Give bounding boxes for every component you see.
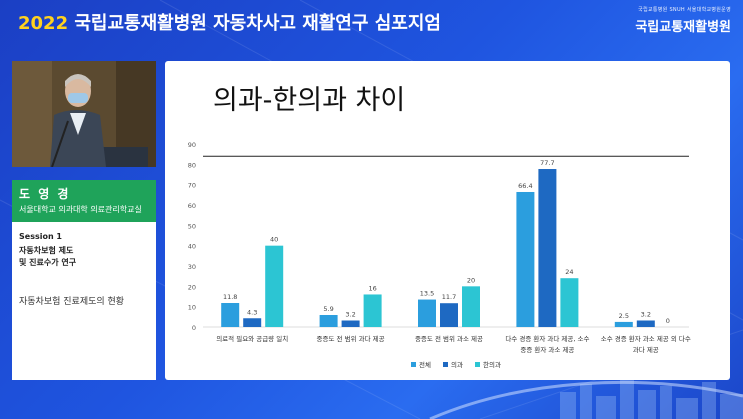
data-label: 66.4 bbox=[518, 182, 532, 190]
data-label: 2.5 bbox=[619, 312, 629, 320]
microphone-stand bbox=[51, 120, 69, 167]
speaker-silhouette bbox=[50, 74, 106, 167]
y-tick-label: 60 bbox=[188, 202, 196, 210]
data-label: 11.7 bbox=[442, 293, 456, 301]
legend-swatch-전체 bbox=[411, 362, 416, 367]
y-tick-label: 30 bbox=[188, 263, 196, 271]
y-tick-label: 50 bbox=[188, 222, 196, 230]
y-tick-label: 0 bbox=[192, 324, 196, 332]
legend-label: 한의과 bbox=[483, 360, 501, 369]
bar-전체 bbox=[319, 315, 338, 327]
legend-swatch-한의과 bbox=[475, 362, 480, 367]
data-label: 3.2 bbox=[345, 310, 355, 318]
bar-의과 bbox=[341, 320, 360, 327]
data-label: 40 bbox=[270, 236, 278, 244]
x-category-label: 과다 제공 bbox=[633, 345, 659, 354]
speaker-video bbox=[12, 61, 156, 167]
talk-topic: 자동차보험 진료제도의 현황 bbox=[19, 297, 125, 307]
bar-의과 bbox=[636, 320, 655, 327]
session-title-line2: 및 진료수가 연구 bbox=[19, 258, 77, 267]
logo-name: 국립교통재활병원 bbox=[635, 20, 731, 35]
session-title-line1: 자동차보험 제도 bbox=[19, 246, 74, 255]
y-tick-label: 20 bbox=[188, 283, 196, 291]
speaker-name: 도 영 경 bbox=[19, 187, 71, 201]
x-category-label: 다수 경증 환자 과다 제공, 소수 bbox=[505, 334, 589, 343]
bar-의과 bbox=[538, 169, 557, 327]
speaker-name-panel: 도 영 경 서울대학교 의과대학 의료관리학교실 bbox=[12, 180, 156, 222]
y-tick-label: 70 bbox=[188, 182, 196, 190]
symposium-title: 2022 국립교통재활병원 자동차사고 재활연구 심포지엄 bbox=[18, 9, 441, 35]
bar-한의과 bbox=[363, 294, 382, 327]
bar-전체 bbox=[614, 321, 633, 327]
y-tick-label: 10 bbox=[188, 304, 196, 312]
x-category-label: 중증 환자 과소 제공 bbox=[520, 345, 574, 354]
bar-chart: 0 10 20 30 40 50 60 70 80 90 11.8 4.3 40 의료적 필요와 공급량 … bbox=[188, 141, 691, 369]
x-category-label: 중증도 전 범위 과다 제공 bbox=[317, 334, 385, 343]
x-category-label: 중증도 전 범위 과소 제공 bbox=[415, 334, 483, 343]
bar-한의과 bbox=[560, 278, 579, 327]
session-panel: Session 1 자동차보험 제도 및 진료수가 연구 자동차보험 진료제도의… bbox=[12, 222, 156, 380]
bar-의과 bbox=[440, 303, 458, 327]
data-label: 4.3 bbox=[247, 308, 257, 316]
speaker-affiliation: 서울대학교 의과대학 의료관리학교실 bbox=[19, 205, 142, 214]
data-label: 77.7 bbox=[540, 159, 554, 167]
hospital-logo: 국립교통병원 SNUH 서울대학교병원운영 국립교통재활병원 bbox=[635, 6, 731, 35]
y-tick-label: 40 bbox=[188, 243, 196, 251]
data-label: 0 bbox=[666, 317, 670, 325]
data-label: 3.2 bbox=[641, 310, 651, 318]
data-label: 20 bbox=[467, 276, 475, 284]
legend-swatch-의과 bbox=[443, 362, 448, 367]
data-label: 24 bbox=[565, 268, 573, 276]
bar-한의과 bbox=[462, 286, 480, 327]
bar-한의과 bbox=[265, 245, 284, 327]
session-label: Session 1 bbox=[19, 232, 62, 241]
data-label: 16 bbox=[368, 284, 376, 292]
speaker-video-frame bbox=[12, 61, 156, 167]
data-label: 5.9 bbox=[323, 305, 333, 313]
y-tick-label: 80 bbox=[188, 161, 196, 169]
title-year: 2022 bbox=[18, 13, 69, 34]
bar-의과 bbox=[243, 318, 262, 327]
y-tick-label: 90 bbox=[188, 141, 196, 149]
bar-전체 bbox=[516, 191, 535, 327]
presentation-slide: 의과-한의과 차이 0 10 20 30 40 50 60 70 80 90 11.8 4.3 40 의료… bbox=[165, 61, 730, 380]
title-text: 국립교통재활병원 자동차사고 재활연구 심포지엄 bbox=[68, 13, 441, 34]
x-category-label: 의료적 필요와 공급량 일치 bbox=[216, 334, 288, 343]
legend-label: 의과 bbox=[451, 360, 463, 369]
x-category-label: 소수 경증 환자 과소 제공 외 다수 bbox=[601, 334, 691, 343]
bar-전체 bbox=[221, 303, 240, 327]
slide-title: 의과-한의과 차이 bbox=[213, 85, 406, 116]
logo-caption: 국립교통병원 SNUH 서울대학교병원운영 bbox=[638, 7, 731, 13]
legend-label: 전체 bbox=[419, 360, 431, 369]
data-label: 13.5 bbox=[420, 290, 434, 298]
bar-전체 bbox=[418, 299, 436, 327]
data-label: 11.8 bbox=[223, 293, 237, 301]
